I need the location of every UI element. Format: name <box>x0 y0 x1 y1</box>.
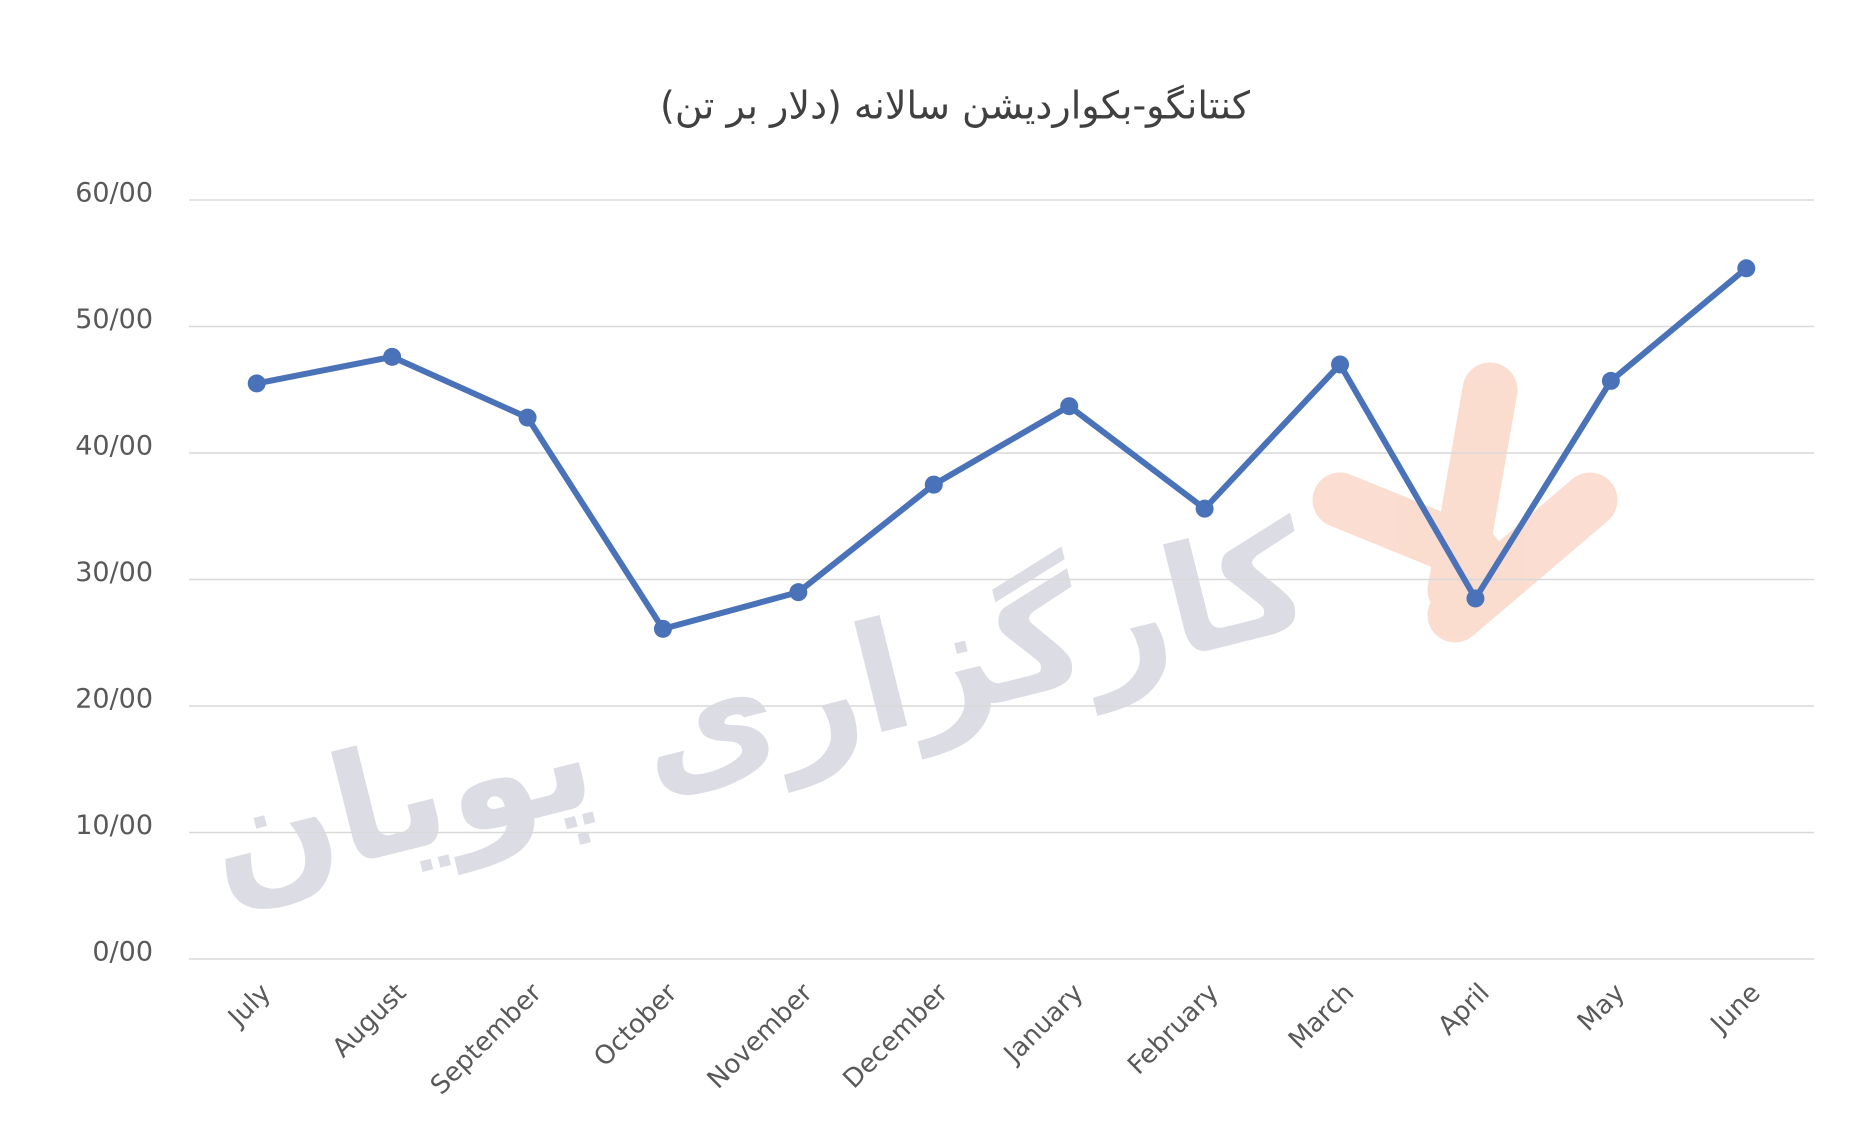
y-tick-label: 10/00 <box>75 810 153 841</box>
y-tick-label: 60/00 <box>75 178 153 209</box>
point <box>1060 397 1079 416</box>
y-tick-label: 30/00 <box>75 557 153 588</box>
x-tick-label: April <box>1432 978 1495 1041</box>
point <box>789 583 808 602</box>
x-tick-label: November <box>702 978 819 1095</box>
chart-title: کنتانگو-بکواردیشن سالانه (دلار بر تن) <box>660 84 1251 129</box>
point <box>518 408 537 427</box>
point <box>1601 371 1620 390</box>
point <box>924 475 943 494</box>
y-tick-label: 40/00 <box>75 431 153 462</box>
x-tick-label: December <box>837 978 954 1095</box>
point <box>1737 259 1756 278</box>
point <box>1195 499 1214 518</box>
series-line <box>256 266 1749 632</box>
x-tick-label: August <box>327 978 413 1064</box>
x-tick-label: January <box>997 978 1089 1070</box>
logo-stroke <box>1427 362 1518 618</box>
y-tick-label: 20/00 <box>75 684 153 715</box>
watermark: کارگزاری پویان <box>189 489 1328 932</box>
x-tick-label: March <box>1283 978 1360 1055</box>
point <box>247 374 266 393</box>
x-tick-label: February <box>1122 978 1225 1081</box>
point <box>1331 355 1350 374</box>
point <box>653 619 672 638</box>
x-tick-label: October <box>588 978 683 1073</box>
x-tick-label: September <box>425 978 548 1101</box>
x-tick-label: May <box>1572 978 1631 1037</box>
point <box>383 347 402 366</box>
x-tick-label: July <box>221 978 277 1034</box>
point <box>1466 589 1485 608</box>
y-tick-label: 0/00 <box>92 937 153 968</box>
y-tick-label: 50/00 <box>75 304 153 335</box>
x-tick-label: June <box>1704 978 1767 1041</box>
logo-stroke <box>1312 472 1503 583</box>
